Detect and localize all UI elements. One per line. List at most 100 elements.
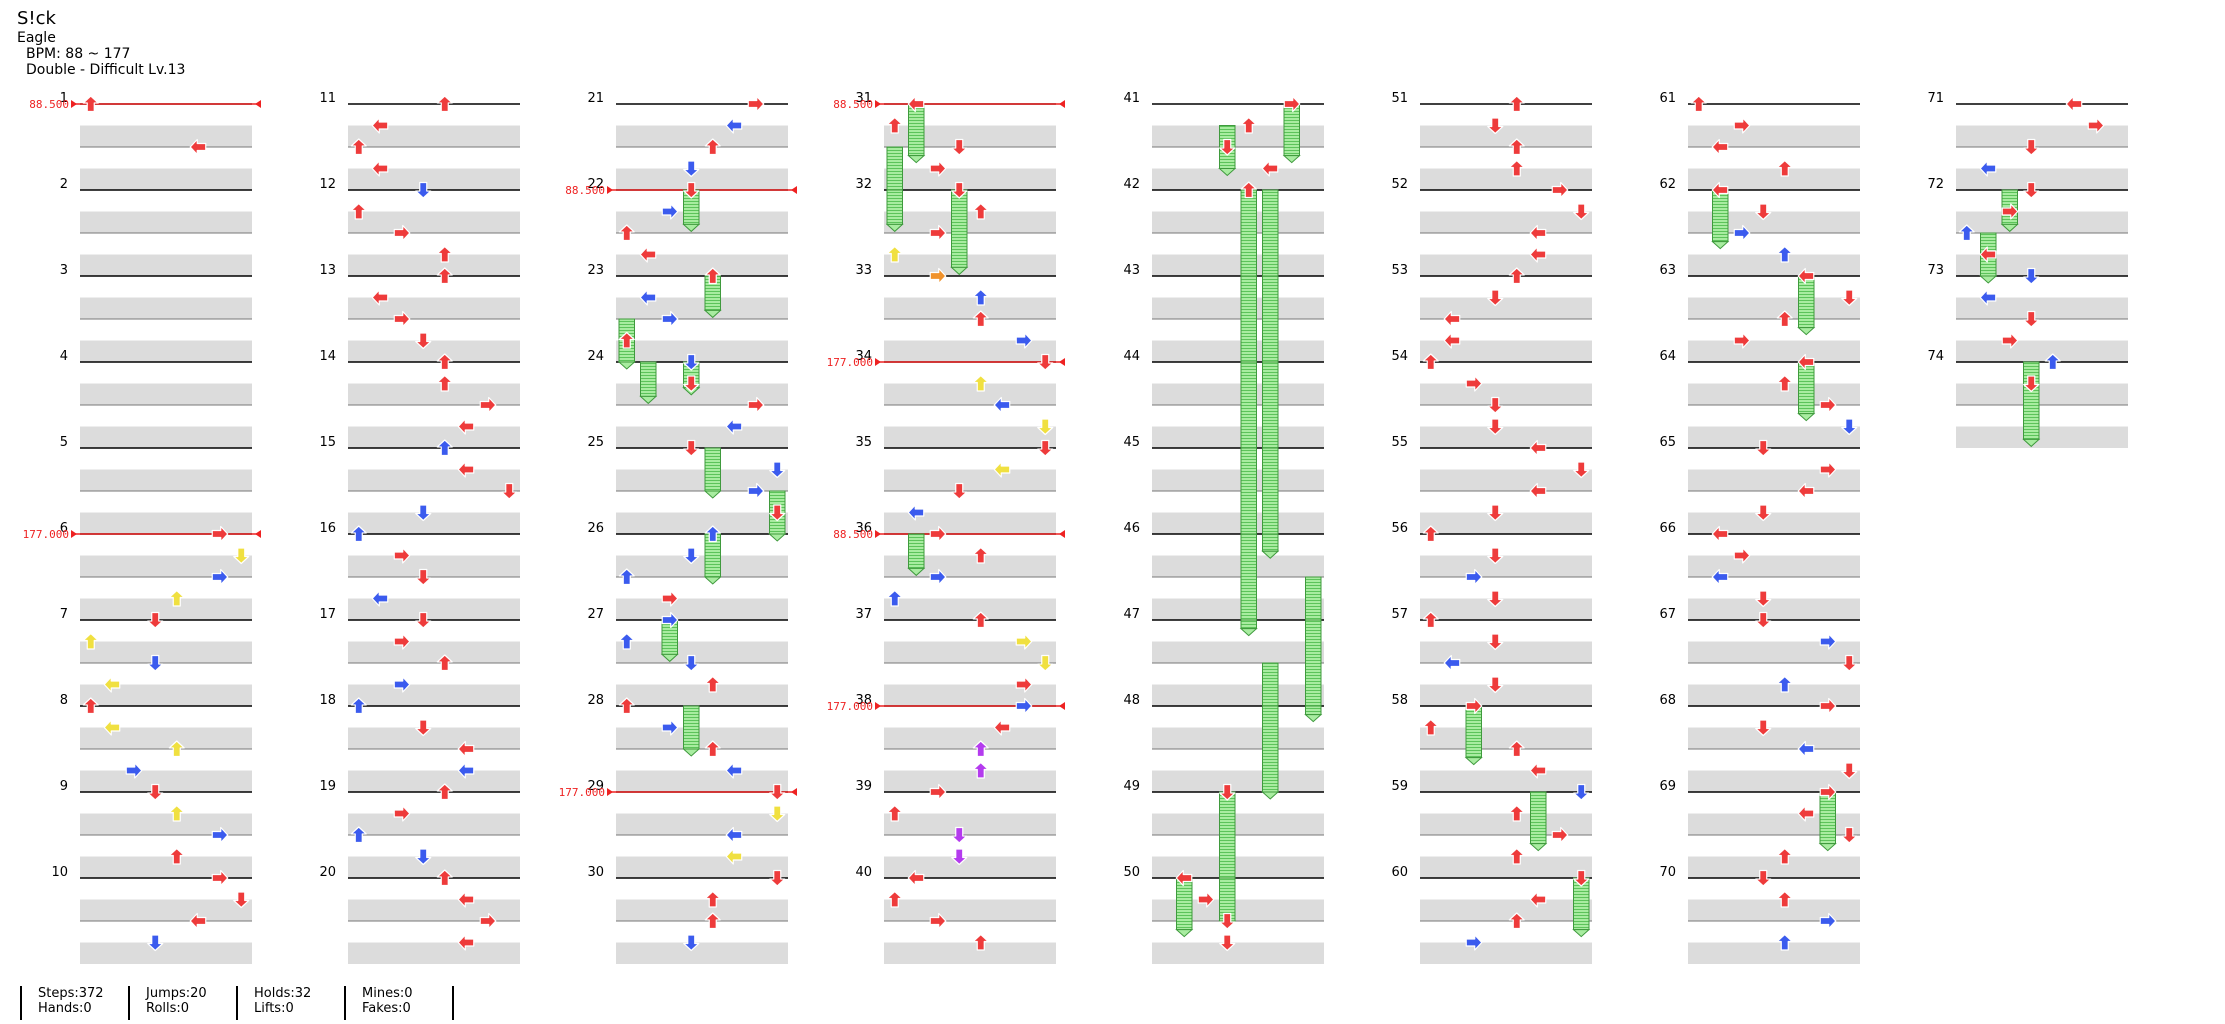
hold-body bbox=[1798, 361, 1815, 415]
beat-stripe bbox=[616, 168, 788, 190]
step-arrow bbox=[993, 719, 1011, 736]
step-arrow bbox=[972, 310, 989, 328]
beat-stripe bbox=[616, 469, 788, 491]
measure-number: 24 bbox=[587, 349, 604, 364]
step-arrow bbox=[972, 202, 989, 220]
step-arrow bbox=[1797, 267, 1815, 285]
chart-difficulty: Double - Difficult Lv.13 bbox=[26, 62, 186, 78]
step-arrow bbox=[929, 568, 947, 586]
step-arrow bbox=[1797, 805, 1815, 822]
step-arrow bbox=[415, 719, 432, 737]
step-arrow bbox=[147, 783, 164, 801]
measure-number: 64 bbox=[1659, 349, 1676, 364]
step-arrow bbox=[1508, 95, 1525, 113]
measure-number: 51 bbox=[1391, 91, 1408, 106]
step-arrow bbox=[1487, 676, 1504, 694]
song-title: S!ck bbox=[17, 8, 56, 29]
beat-stripe bbox=[348, 254, 520, 276]
measure-number: 72 bbox=[1927, 177, 1944, 192]
step-arrow bbox=[350, 826, 367, 844]
step-arrow bbox=[1776, 310, 1793, 328]
step-arrow bbox=[436, 654, 453, 672]
step-arrow bbox=[436, 353, 453, 371]
step-arrow bbox=[1283, 95, 1301, 113]
stat-cell: Holds:32 Lifts:0 bbox=[254, 986, 311, 1020]
measure-number: 8 bbox=[60, 693, 68, 708]
step-arrow bbox=[1219, 912, 1236, 930]
step-arrow bbox=[436, 374, 453, 392]
bpm-marker-left bbox=[607, 788, 613, 796]
bpm-marker-left bbox=[875, 100, 881, 108]
beat-stripe bbox=[1420, 770, 1592, 792]
beat-stripe bbox=[1688, 770, 1860, 792]
bpm-change-label: 88.500 bbox=[29, 98, 69, 111]
bpm-marker-left bbox=[71, 100, 77, 108]
step-arrow bbox=[1819, 697, 1837, 715]
step-arrow bbox=[1487, 117, 1504, 135]
beat-stripe bbox=[348, 942, 520, 964]
step-arrow bbox=[639, 289, 657, 306]
step-arrow bbox=[211, 826, 229, 844]
beat-stripe bbox=[348, 598, 520, 620]
measure-number: 48 bbox=[1123, 693, 1140, 708]
stat-value: Mines:0 bbox=[362, 986, 413, 1001]
measure-number: 41 bbox=[1123, 91, 1140, 106]
measure-number: 71 bbox=[1927, 91, 1944, 106]
hold-tail bbox=[1282, 155, 1301, 164]
step-arrow bbox=[1733, 332, 1751, 349]
step-arrow bbox=[972, 761, 989, 779]
bpm-marker-left bbox=[71, 530, 77, 538]
hold-body bbox=[1176, 877, 1193, 931]
stat-separator bbox=[344, 986, 346, 1020]
measure-number: 33 bbox=[855, 263, 872, 278]
step-arrow bbox=[457, 740, 475, 758]
step-arrow bbox=[1443, 332, 1461, 349]
beat-stripe bbox=[80, 125, 252, 147]
step-arrow bbox=[1037, 353, 1054, 371]
beat-stripe bbox=[884, 555, 1056, 577]
beat-stripe bbox=[1152, 297, 1324, 319]
step-arrow bbox=[211, 525, 229, 543]
step-arrow bbox=[1979, 160, 1997, 177]
hold-tail bbox=[1572, 929, 1591, 938]
step-arrow bbox=[1819, 461, 1837, 478]
step-arrow bbox=[1465, 568, 1483, 586]
step-arrow bbox=[1529, 482, 1547, 500]
step-arrow bbox=[1733, 547, 1751, 564]
step-arrow bbox=[1443, 310, 1461, 328]
beat-stripe bbox=[884, 168, 1056, 190]
step-arrow bbox=[618, 697, 635, 715]
step-arrow bbox=[371, 117, 389, 134]
beat-stripe bbox=[1956, 297, 2128, 319]
measure-number: 14 bbox=[319, 349, 336, 364]
measure-number: 42 bbox=[1123, 177, 1140, 192]
beat-stripe bbox=[1956, 125, 2128, 147]
step-arrow bbox=[704, 740, 721, 758]
step-arrow bbox=[704, 890, 721, 908]
stat-cell: Mines:0 Fakes:0 bbox=[362, 986, 413, 1020]
step-arrow bbox=[661, 203, 679, 220]
beat-stripe bbox=[80, 555, 252, 577]
hold-tail bbox=[1979, 275, 1998, 284]
step-arrow bbox=[168, 804, 185, 822]
beat-stripe bbox=[884, 770, 1056, 792]
step-arrow bbox=[683, 160, 700, 178]
step-arrow bbox=[1508, 804, 1525, 822]
step-arrow bbox=[436, 245, 453, 263]
hold-body bbox=[1240, 447, 1257, 535]
beat-stripe bbox=[1688, 383, 1860, 405]
beat-stripe bbox=[1152, 770, 1324, 792]
step-arrow bbox=[2023, 375, 2040, 393]
step-arrow bbox=[125, 762, 143, 779]
beat-stripe bbox=[1688, 598, 1860, 620]
beat-stripe bbox=[1688, 512, 1860, 534]
hold-tail bbox=[1261, 791, 1280, 800]
step-arrow bbox=[1487, 633, 1504, 651]
hold-tail bbox=[703, 309, 722, 319]
step-arrow bbox=[479, 396, 497, 414]
hold-body bbox=[951, 189, 968, 268]
beat-stripe bbox=[616, 813, 788, 835]
measure-number: 58 bbox=[1391, 693, 1408, 708]
measure-number: 43 bbox=[1123, 263, 1140, 278]
step-arrow bbox=[747, 482, 765, 500]
